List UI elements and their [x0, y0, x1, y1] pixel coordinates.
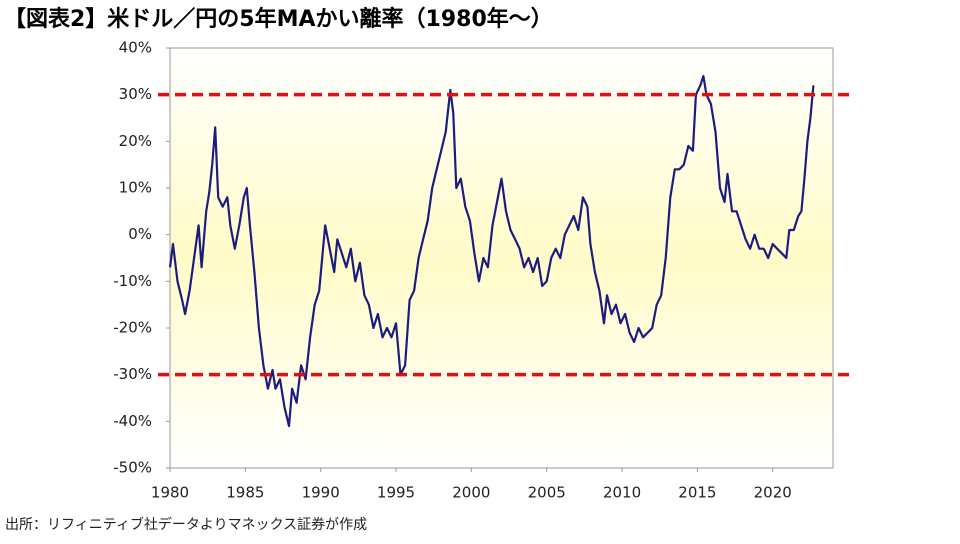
y-tick-label: -40% — [113, 412, 152, 430]
plot-area — [169, 47, 834, 469]
x-tick-label: 1985 — [226, 484, 264, 502]
chart-title: 【図表2】米ドル／円の5年MAかい離率（1980年～） — [4, 6, 553, 32]
x-tick-label: 1990 — [302, 484, 340, 502]
data-line — [168, 74, 815, 428]
x-tick-label: 2005 — [528, 484, 566, 502]
x-tick-label: 2000 — [452, 484, 490, 502]
y-tick-label: -50% — [113, 459, 152, 477]
y-tick-label: 20% — [119, 132, 152, 150]
y-tick-label: 40% — [119, 39, 152, 57]
x-tick-label: 1980 — [151, 484, 189, 502]
y-tick-label: 30% — [119, 85, 152, 103]
y-tick-label: -20% — [113, 319, 152, 337]
x-tick-label: 1995 — [377, 484, 415, 502]
y-tick-label: -30% — [113, 365, 152, 383]
source-note: 出所：リフィニティブ社データよりマネックス証券が作成 — [5, 516, 367, 533]
x-tick-label: 2010 — [603, 484, 641, 502]
y-tick-label: 10% — [119, 179, 152, 197]
x-tick-label: 2020 — [754, 484, 792, 502]
y-tick-label: 0% — [128, 225, 152, 243]
y-tick-label: -10% — [113, 272, 152, 290]
x-tick-label: 2015 — [678, 484, 716, 502]
